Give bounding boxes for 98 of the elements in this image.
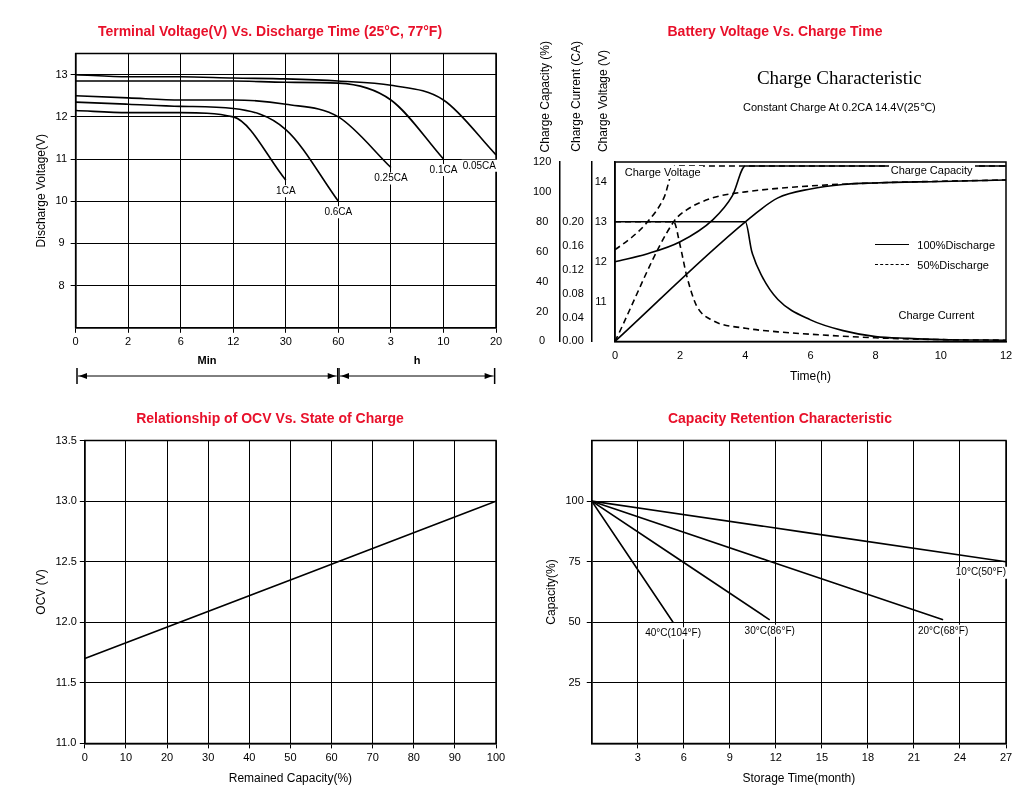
x-axis-title: Storage Time(month) — [742, 771, 856, 786]
legend-label: 50%Discharge — [917, 258, 989, 271]
y-tick-label: 20 — [536, 304, 549, 317]
x-tick-label: 3 — [387, 335, 394, 348]
y-tick-label: 11.5 — [55, 675, 77, 688]
series-label: 10°C(50°F) — [955, 566, 1006, 578]
y-tick-label: 100 — [533, 184, 552, 197]
x-tick-label: 6 — [680, 751, 687, 764]
x-tick-label: 90 — [448, 751, 462, 764]
series-label: 0.25CA — [374, 172, 408, 184]
y2-tick-label: 0.16 — [562, 238, 584, 251]
x-tick-label: 4 — [742, 349, 749, 362]
y3-axis-title: Charge Voltage (V) — [595, 49, 612, 152]
y-tick-label: 11.0 — [55, 736, 77, 749]
chart-title: Terminal Voltage(V) Vs. Discharge Time (25°C, 77°F) — [96, 22, 444, 41]
x-axis-title: Time(h) — [790, 369, 831, 384]
y-tick-label: 13 — [55, 67, 68, 80]
x-tick-label: 6 — [807, 349, 814, 362]
annotation: Charge Current — [896, 309, 977, 323]
x-tick-label: 15 — [815, 751, 829, 764]
x-tick-label: 24 — [953, 751, 967, 764]
x-tick-label: 2 — [677, 349, 684, 362]
x-tick-label: 8 — [872, 349, 879, 362]
x-tick-label: 30 — [202, 751, 215, 764]
annotation: Charge Capacity — [888, 163, 975, 177]
x-tick-label: 18 — [861, 751, 875, 764]
x-tick-label: 20 — [160, 751, 174, 764]
y-tick-label: 12.5 — [55, 554, 77, 567]
x-tick-label: 30 — [279, 335, 292, 348]
y-tick-label: 40 — [536, 274, 549, 287]
y-tick-label: 12 — [55, 109, 68, 122]
y2-axis-title: Charge Current (CA) — [567, 41, 584, 152]
x-tick-label: 20 — [489, 335, 503, 348]
series-label: 0.05CA — [462, 159, 497, 171]
x-tick-label: 21 — [907, 751, 921, 764]
y-tick-label: 80 — [536, 214, 549, 227]
chart-title: Relationship of OCV Vs. State of Charge — [135, 409, 405, 428]
y3-tick-label: 11 — [595, 294, 607, 307]
text: h — [412, 354, 422, 368]
x-tick-label: 50 — [284, 751, 297, 764]
x-tick-label: 70 — [366, 751, 379, 764]
series-label: 0.6CA — [324, 206, 353, 217]
y2-tick-label: 0.00 — [562, 334, 584, 347]
y-tick-label: 11 — [55, 152, 68, 165]
x-tick-label: 0 — [611, 349, 619, 362]
chart-title: Battery Voltage Vs. Charge Time — [667, 23, 883, 39]
y-axis-title: Discharge Voltage(V) — [33, 134, 48, 248]
y-axis-title: Charge Capacity (%) — [536, 40, 553, 152]
x-tick-label: 9 — [726, 751, 733, 764]
y-tick-label: 12.0 — [55, 615, 77, 628]
y2-tick-label: 0.08 — [562, 286, 584, 299]
series-label: 1CA — [276, 184, 296, 196]
y2-tick-label: 0.12 — [562, 262, 584, 275]
chart-title: Capacity Retention Characteristic — [666, 409, 894, 428]
series-label: 0.1CA — [429, 163, 458, 175]
y-tick-label: 75 — [568, 554, 581, 567]
x-tick-label: 80 — [407, 751, 420, 764]
series-label: 20°C(68°F) — [917, 624, 969, 636]
chart-subtitle: Charge Characteristic — [755, 66, 923, 90]
y2-tick-label: 0.04 — [562, 310, 584, 323]
x-tick-label: 0 — [81, 751, 88, 764]
y-tick-label: 25 — [568, 675, 581, 688]
series-label: 30°C(86°F) — [744, 624, 795, 636]
y3-tick-label: 12 — [594, 254, 607, 267]
y-tick-label: 60 — [536, 244, 549, 257]
x-tick-label: 6 — [177, 335, 184, 348]
y-tick-label: 10 — [55, 194, 68, 207]
y-tick-label: 50 — [568, 615, 581, 628]
x-tick-label: 10 — [934, 349, 947, 362]
y3-tick-label: 13 — [594, 214, 607, 227]
x-tick-label: 12 — [999, 349, 1013, 362]
x-tick-label: 60 — [325, 751, 338, 764]
y3-tick-label: 14 — [594, 174, 607, 187]
series-label: 40°C(104°F) — [645, 627, 701, 639]
x-axis-title: Remained Capacity(%) — [228, 771, 353, 786]
x-tick-label: 12 — [227, 335, 240, 348]
y-tick-label: 120 — [533, 155, 552, 168]
x-tick-label: 12 — [769, 751, 782, 764]
y-tick-label: 9 — [58, 236, 65, 249]
x-tick-label: 27 — [999, 751, 1013, 764]
y-tick-label: 13.0 — [55, 494, 77, 507]
y2-tick-label: 0.20 — [562, 214, 584, 227]
x-tick-label: 100 — [486, 751, 506, 764]
y-tick-label: 8 — [58, 278, 65, 291]
y-tick-label: 100 — [565, 494, 584, 507]
y-tick-label: 13.5 — [55, 433, 77, 446]
x-tick-label: 60 — [332, 335, 345, 348]
text: Constant Charge At 0.2CA 14.4V(25℃) — [741, 100, 937, 115]
x-tick-label: 2 — [125, 335, 132, 348]
x-tick-label: 40 — [243, 751, 256, 764]
text: Min — [196, 354, 218, 368]
legend-label: 100%Discharge — [917, 238, 995, 251]
annotation: Charge Voltage — [622, 165, 703, 179]
y-axis-title: Capacity(%) — [543, 559, 558, 625]
x-tick-label: 3 — [634, 751, 641, 764]
x-tick-label: 10 — [437, 335, 450, 348]
y-axis-title: OCV (V) — [33, 569, 48, 615]
x-tick-label: 10 — [119, 751, 133, 764]
